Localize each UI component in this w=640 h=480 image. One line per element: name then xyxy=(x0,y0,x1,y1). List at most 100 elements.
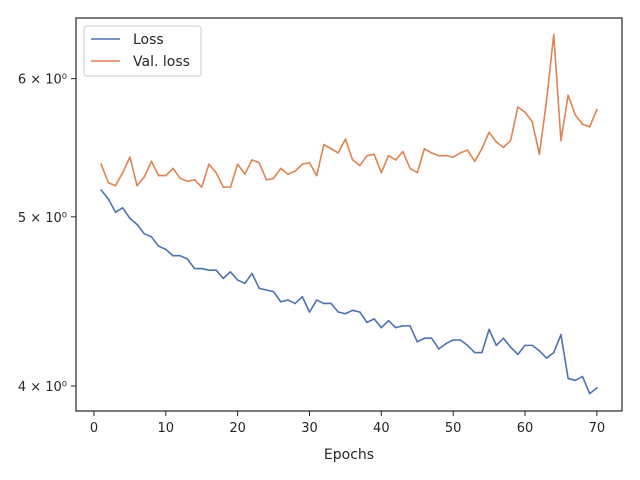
data-point-loss xyxy=(157,245,160,247)
x-tick-label: 30 xyxy=(301,421,318,436)
data-point-val-loss xyxy=(229,186,232,188)
data-point-loss xyxy=(208,269,210,272)
data-point-val-loss xyxy=(445,154,447,157)
x-tick-label: 0 xyxy=(90,421,98,436)
data-point-loss xyxy=(236,279,239,281)
x-axis: 0 10 20 30 40 50 60 70 xyxy=(90,411,605,436)
data-point-val-loss xyxy=(186,180,189,183)
data-point-loss xyxy=(423,337,426,340)
data-point-val-loss xyxy=(509,139,512,142)
data-point-loss xyxy=(287,299,289,301)
data-point-val-loss xyxy=(351,159,354,161)
data-point-loss xyxy=(301,295,304,298)
data-point-val-loss xyxy=(143,176,146,178)
data-point-loss xyxy=(502,337,505,340)
data-point-val-loss xyxy=(387,154,390,157)
data-point-loss xyxy=(143,232,146,235)
data-point-val-loss xyxy=(538,153,541,156)
data-point-val-loss xyxy=(208,163,210,165)
data-point-val-loss xyxy=(588,126,591,128)
data-point-loss xyxy=(337,311,340,313)
data-point-loss xyxy=(200,267,203,270)
y-axis: 4 × 10⁰ 5 × 10⁰ 6 × 10⁰ xyxy=(18,73,76,395)
data-point-loss xyxy=(574,379,577,382)
y-tick-label: 4 × 10⁰ xyxy=(18,380,67,395)
data-point-loss xyxy=(430,337,433,340)
data-point-val-loss xyxy=(596,108,598,111)
data-point-loss xyxy=(596,387,598,389)
data-point-val-loss xyxy=(129,156,131,158)
data-point-loss xyxy=(121,207,124,209)
data-point-val-loss xyxy=(358,164,361,167)
data-point-val-loss xyxy=(409,167,411,170)
data-point-val-loss xyxy=(179,177,181,180)
data-point-val-loss xyxy=(567,94,569,97)
data-point-loss xyxy=(193,267,196,270)
x-axis-label: Epochs xyxy=(324,447,374,463)
data-point-val-loss xyxy=(481,147,483,150)
data-point-loss xyxy=(330,302,332,305)
data-point-val-loss xyxy=(545,99,548,102)
data-point-val-loss xyxy=(308,161,311,164)
series-points-val-loss xyxy=(100,33,598,188)
data-point-loss xyxy=(244,282,246,285)
x-tick-label: 70 xyxy=(589,421,606,436)
data-point-loss xyxy=(315,299,318,301)
data-point-val-loss xyxy=(394,159,397,161)
data-point-val-loss xyxy=(531,120,533,123)
data-point-loss xyxy=(229,271,232,273)
y-tick-label: 6 × 10⁰ xyxy=(18,73,67,88)
data-point-val-loss xyxy=(581,123,584,126)
data-point-loss xyxy=(552,351,555,354)
data-point-loss xyxy=(545,357,548,359)
data-point-loss xyxy=(560,333,562,336)
data-point-loss xyxy=(222,277,225,280)
data-point-loss xyxy=(394,326,397,329)
data-point-val-loss xyxy=(121,171,124,174)
data-point-val-loss xyxy=(258,161,261,164)
data-point-loss xyxy=(251,272,253,275)
data-point-val-loss xyxy=(373,153,375,156)
data-point-val-loss xyxy=(466,149,469,151)
data-point-val-loss xyxy=(215,171,217,174)
data-point-loss xyxy=(265,289,268,291)
data-point-val-loss xyxy=(366,154,368,157)
data-point-val-loss xyxy=(100,163,102,165)
data-point-val-loss xyxy=(279,167,282,170)
data-point-loss xyxy=(351,309,354,312)
data-point-val-loss xyxy=(524,111,526,114)
data-point-loss xyxy=(459,339,462,341)
data-point-val-loss xyxy=(517,106,519,108)
data-point-val-loss xyxy=(287,173,289,175)
data-point-loss xyxy=(258,287,261,290)
data-point-loss xyxy=(294,302,296,305)
data-point-loss xyxy=(100,189,102,191)
data-point-loss xyxy=(416,341,419,343)
plot-lines xyxy=(100,33,598,395)
x-tick-label: 60 xyxy=(517,421,534,436)
data-point-loss xyxy=(409,325,411,327)
data-point-loss xyxy=(107,198,110,200)
data-point-loss xyxy=(172,254,174,257)
data-point-val-loss xyxy=(337,152,340,154)
y-tick-label: 5 × 10⁰ xyxy=(18,211,67,226)
data-point-val-loss xyxy=(165,174,167,177)
data-point-val-loss xyxy=(157,174,160,177)
data-point-val-loss xyxy=(222,186,225,188)
data-point-val-loss xyxy=(244,173,246,175)
legend-label-val-loss: Val. loss xyxy=(133,54,190,70)
data-point-loss xyxy=(509,346,512,348)
data-point-loss xyxy=(165,248,167,251)
data-point-val-loss xyxy=(452,156,454,158)
data-point-loss xyxy=(481,351,483,354)
data-point-loss xyxy=(473,351,476,354)
data-point-val-loss xyxy=(438,154,440,157)
data-point-loss xyxy=(438,348,440,350)
data-point-loss xyxy=(323,302,325,305)
x-tick-label: 20 xyxy=(229,421,246,436)
data-point-loss xyxy=(581,375,584,378)
data-point-loss xyxy=(452,339,454,341)
data-point-loss xyxy=(567,377,569,380)
data-point-loss xyxy=(150,236,153,238)
